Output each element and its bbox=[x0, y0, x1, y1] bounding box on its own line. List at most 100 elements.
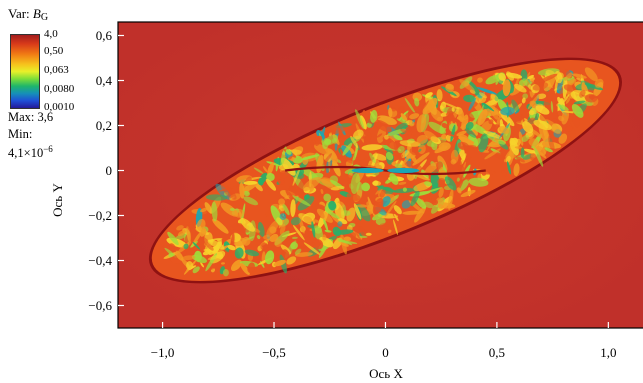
x-tick-label: −0,5 bbox=[262, 345, 286, 360]
colorbar-tick: 4,0 bbox=[44, 28, 58, 40]
texture-blob bbox=[282, 203, 290, 216]
texture-blob bbox=[234, 208, 245, 218]
texture-blob bbox=[441, 144, 445, 151]
current-sheet bbox=[285, 165, 486, 176]
texture-blob bbox=[322, 153, 333, 166]
plot-frame bbox=[117, 21, 643, 329]
texture-blob bbox=[311, 241, 320, 253]
texture-blob bbox=[257, 221, 265, 237]
texture-blob bbox=[416, 114, 427, 133]
texture-blob bbox=[476, 87, 498, 95]
y-tick-label: −0,4 bbox=[88, 253, 112, 268]
texture-blob bbox=[447, 188, 454, 211]
texture-blob bbox=[570, 91, 586, 104]
texture-blob bbox=[514, 146, 522, 149]
texture-blob bbox=[414, 205, 427, 223]
texture-blob bbox=[350, 172, 361, 195]
texture-blob bbox=[265, 250, 275, 265]
texture-blob bbox=[312, 219, 320, 223]
texture-blob bbox=[556, 78, 563, 94]
texture-blob bbox=[463, 126, 477, 138]
texture-blob bbox=[393, 219, 398, 235]
texture-blob bbox=[479, 92, 488, 99]
texture-blob bbox=[192, 266, 200, 274]
texture-blob bbox=[376, 133, 383, 138]
texture-blob bbox=[513, 83, 527, 93]
texture-blob bbox=[521, 97, 526, 104]
texture-blob bbox=[500, 106, 515, 116]
texture-blob bbox=[446, 133, 455, 137]
texture-blob bbox=[285, 149, 292, 155]
texture-blob bbox=[303, 194, 310, 200]
texture-blob bbox=[330, 185, 345, 191]
texture-blob bbox=[331, 138, 338, 144]
texture-blob bbox=[404, 160, 423, 171]
texture-blob bbox=[168, 252, 174, 258]
texture-blob bbox=[444, 176, 457, 191]
texture-blob bbox=[511, 99, 520, 113]
texture-blob bbox=[369, 152, 376, 164]
texture-blob bbox=[505, 155, 511, 163]
texture-blob bbox=[303, 242, 321, 256]
texture-blob bbox=[315, 135, 323, 146]
texture-blob bbox=[211, 201, 218, 222]
texture-blob bbox=[539, 73, 558, 83]
texture-blob bbox=[200, 262, 205, 268]
y-tick-label: −0,6 bbox=[88, 298, 112, 313]
x-axis-label: Ось X bbox=[369, 366, 403, 381]
texture-blob bbox=[424, 92, 433, 98]
min-times: × bbox=[23, 146, 31, 161]
texture-blob bbox=[279, 213, 287, 220]
texture-blob bbox=[388, 107, 393, 118]
texture-blob bbox=[253, 167, 264, 174]
texture-blob bbox=[318, 204, 326, 211]
texture-blob bbox=[220, 183, 237, 200]
texture-blob bbox=[350, 135, 359, 148]
texture-blob bbox=[293, 224, 305, 241]
texture-blob bbox=[327, 125, 346, 135]
variable-subscript: G bbox=[40, 12, 49, 23]
texture-blob bbox=[240, 262, 250, 276]
texture-blob bbox=[400, 113, 408, 121]
texture-blob bbox=[361, 144, 383, 151]
texture-blob bbox=[316, 208, 333, 223]
texture-blob bbox=[414, 97, 420, 107]
texture-blob bbox=[445, 111, 454, 117]
texture-blob bbox=[420, 100, 429, 112]
field-texture bbox=[162, 67, 604, 277]
texture-blob bbox=[557, 103, 569, 112]
texture-blob bbox=[273, 259, 286, 267]
texture-blob bbox=[544, 119, 561, 135]
texture-blob bbox=[227, 244, 236, 251]
texture-blob bbox=[415, 197, 427, 209]
texture-blob bbox=[398, 219, 406, 227]
texture-blob bbox=[424, 181, 433, 187]
texture-blob bbox=[281, 249, 290, 259]
texture-blob bbox=[379, 222, 393, 226]
texture-blob bbox=[320, 188, 324, 195]
texture-blob bbox=[376, 185, 397, 193]
texture-blob bbox=[243, 190, 250, 197]
texture-blob bbox=[502, 79, 511, 97]
texture-blob bbox=[377, 115, 397, 125]
texture-blob bbox=[229, 207, 235, 211]
texture-blob bbox=[513, 74, 521, 93]
texture-blob bbox=[292, 195, 311, 207]
texture-blob bbox=[200, 207, 208, 213]
variable-symbol: B bbox=[32, 6, 41, 21]
texture-blob bbox=[498, 72, 507, 82]
texture-blob bbox=[328, 200, 337, 211]
texture-blob bbox=[310, 140, 315, 150]
texture-blob bbox=[563, 84, 575, 92]
texture-blob bbox=[428, 121, 447, 134]
texture-blob bbox=[372, 197, 384, 215]
texture-blob bbox=[243, 180, 258, 185]
texture-blob bbox=[177, 230, 186, 237]
texture-blob bbox=[456, 177, 460, 182]
texture-blob bbox=[286, 256, 297, 265]
texture-blob bbox=[584, 67, 598, 82]
texture-blob bbox=[529, 100, 537, 108]
texture-blob bbox=[498, 126, 510, 134]
texture-blob bbox=[412, 152, 430, 166]
texture-blob bbox=[438, 187, 444, 198]
